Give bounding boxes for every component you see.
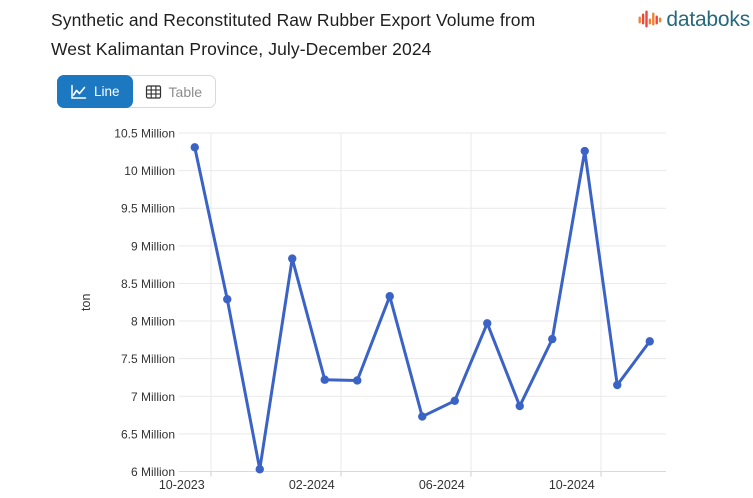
table-view-button[interactable]: Table	[132, 76, 215, 107]
x-axis-tick-label: 10-2023	[159, 478, 205, 492]
y-axis-tick-label: 8.5 Million	[121, 277, 175, 291]
x-axis-tick-label: 06-2024	[419, 478, 465, 492]
data-point[interactable]	[483, 319, 492, 328]
line-chart: 6 Million 6.5 Million 7 Million 7.5 Million…	[0, 120, 753, 498]
y-axis-tick-label: 10.5 Million	[114, 127, 175, 141]
data-point[interactable]	[385, 292, 394, 301]
data-point[interactable]	[515, 401, 524, 411]
y-axis-tick-label: 10 Million	[124, 164, 175, 178]
databoks-logo[interactable]: databoks	[638, 7, 750, 33]
page-title: Synthetic and Reconstituted Raw Rubber E…	[51, 6, 651, 63]
data-point[interactable]	[613, 380, 622, 390]
y-axis-tick-label: 9 Million	[131, 239, 175, 253]
y-axis-tick-label: 9.5 Million	[121, 202, 175, 216]
data-point[interactable]	[548, 334, 557, 344]
data-point[interactable]	[288, 254, 297, 263]
data-point[interactable]	[190, 143, 199, 152]
table-view-label: Table	[168, 83, 202, 100]
table-icon	[145, 84, 161, 99]
chart-svg: 6 Million 6.5 Million 7 Million 7.5 Million…	[79, 127, 666, 492]
page-title-line-1: Synthetic and Reconstituted Raw Rubber E…	[51, 10, 536, 30]
data-point[interactable]	[223, 295, 232, 304]
line-chart-icon	[71, 84, 87, 99]
y-axis-title: ton	[79, 294, 93, 311]
y-axis-tick-label: 6.5 Million	[121, 427, 175, 441]
databoks-logo-text: databoks	[666, 8, 750, 31]
y-axis-tick-label: 7.5 Million	[121, 352, 175, 366]
data-line	[193, 145, 652, 471]
chart-type-toggle: Line Table	[57, 75, 216, 108]
data-point[interactable]	[255, 465, 264, 474]
data-point[interactable]	[645, 337, 654, 346]
line-view-button[interactable]: Line	[57, 75, 133, 108]
x-axis-tick-label: 10-2024	[549, 478, 595, 492]
line-view-label: Line	[94, 84, 120, 99]
data-point[interactable]	[450, 396, 459, 405]
y-axis-tick-label: 7 Million	[131, 390, 175, 404]
page-title-line-2: West Kalimantan Province, July-December …	[51, 38, 432, 59]
data-point[interactable]	[320, 375, 329, 384]
data-point[interactable]	[353, 376, 362, 385]
data-point[interactable]	[418, 412, 427, 421]
y-axis-tick-label: 8 Million	[131, 315, 175, 329]
data-point[interactable]	[580, 146, 589, 156]
databoks-logo-icon	[638, 10, 662, 28]
y-axis-tick-label: 6 Million	[131, 465, 175, 479]
x-axis-tick-label: 02-2024	[289, 478, 335, 492]
